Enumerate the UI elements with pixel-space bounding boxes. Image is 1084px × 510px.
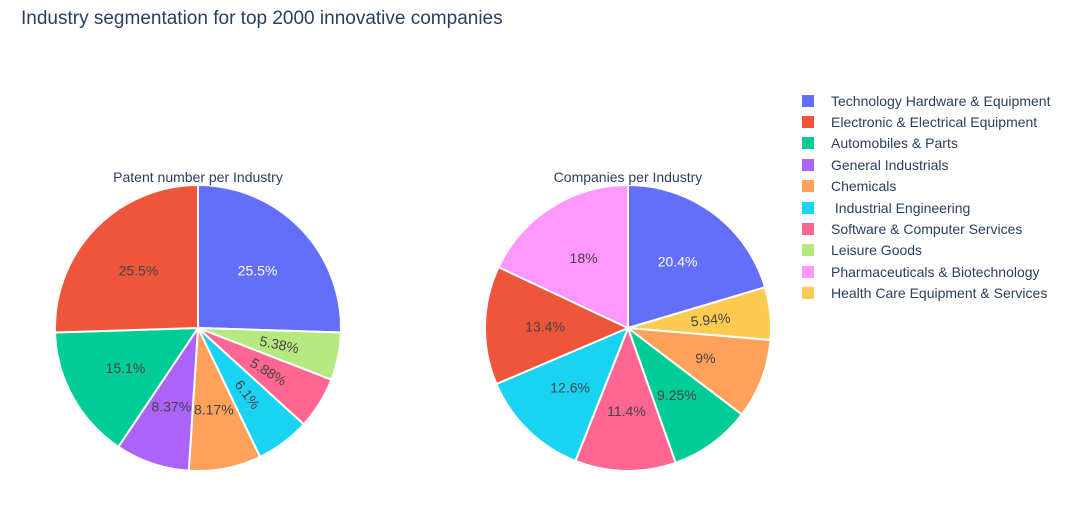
pie-slice-label: 9.25%	[657, 387, 697, 403]
legend-item[interactable]: Industrial Engineering	[802, 197, 1050, 218]
legend-item[interactable]: Pharmaceuticals & Biotechnology	[802, 261, 1050, 282]
legend-swatch	[802, 137, 814, 150]
legend: Technology Hardware & Equipment Electroni…	[802, 90, 1050, 304]
legend-label: Software & Computer Services	[831, 221, 1023, 238]
legend-item[interactable]: General Industrials	[802, 154, 1050, 175]
pie-title-companies: Companies per Industry	[553, 169, 703, 185]
legend-label: Pharmaceuticals & Biotechnology	[831, 263, 1040, 280]
legend-swatch	[802, 244, 814, 257]
pie-slice-companies[interactable]	[495, 326, 630, 463]
pie-slice-companies[interactable]	[624, 326, 772, 416]
legend-label: Industrial Engineering	[831, 199, 971, 216]
pie-slice-label: 5.38%	[258, 333, 300, 357]
legend-swatch	[802, 180, 814, 193]
legend-item[interactable]: Technology Hardware & Equipment	[802, 90, 1050, 111]
legend-label: Leisure Goods	[831, 242, 923, 259]
legend-label: General Industrials	[831, 156, 949, 173]
chart-title: Industry segmentation for top 2000 innov…	[21, 8, 503, 29]
pie-slice-label: 25.5%	[119, 262, 159, 278]
pie-slice-patents[interactable]	[54, 183, 199, 334]
pie-slice-companies[interactable]	[625, 325, 744, 465]
legend-label: Health Care Equipment & Services	[831, 285, 1048, 302]
legend-swatch	[802, 158, 814, 171]
pie-slice-companies[interactable]	[627, 183, 767, 330]
legend-item[interactable]: Automobiles & Parts	[802, 133, 1050, 154]
legend-item[interactable]: Leisure Goods	[802, 240, 1050, 261]
legend-swatch	[802, 287, 814, 300]
legend-swatch	[802, 201, 814, 214]
pie-slice-companies[interactable]	[574, 325, 677, 472]
pie-slice-label: 18%	[570, 250, 598, 266]
pie-slice-label: 11.4%	[607, 403, 646, 419]
pie-slice-label: 25.5%	[238, 262, 278, 278]
legend-swatch	[802, 116, 814, 129]
pie-slice-label: 9%	[695, 350, 715, 366]
pie-slice-label: 8.17%	[194, 401, 234, 417]
legend-label: Technology Hardware & Equipment	[831, 92, 1051, 109]
legend-item[interactable]: Health Care Equipment & Services	[802, 283, 1050, 304]
legend-swatch	[802, 94, 814, 107]
legend-label: Electronic & Electrical Equipment	[831, 114, 1038, 131]
pie-slice-patents[interactable]	[197, 183, 342, 334]
pie-slice-companies[interactable]	[497, 183, 629, 330]
legend-label: Automobiles & Parts	[831, 135, 958, 152]
legend-label: Chemicals	[831, 178, 897, 195]
pie-title-patents: Patent number per Industry	[113, 169, 283, 185]
pie-slice-label: 15.1%	[106, 360, 146, 376]
pie-slice-label: 20.4%	[658, 254, 698, 270]
pie-slice-label: 5.94%	[690, 310, 731, 330]
pie-slice-label: 8.37%	[151, 399, 191, 415]
legend-item[interactable]: Electronic & Electrical Equipment	[802, 111, 1050, 132]
pie-slice-label: 12.6%	[550, 379, 590, 395]
legend-item[interactable]: Software & Computer Services	[802, 218, 1050, 239]
legend-swatch	[802, 265, 814, 278]
legend-item[interactable]: Chemicals	[802, 176, 1050, 197]
pie-slice-label: 13.4%	[525, 318, 565, 334]
pie-slice-patents[interactable]	[54, 326, 200, 449]
pie-slice-companies[interactable]	[484, 265, 631, 386]
legend-swatch	[802, 223, 814, 236]
